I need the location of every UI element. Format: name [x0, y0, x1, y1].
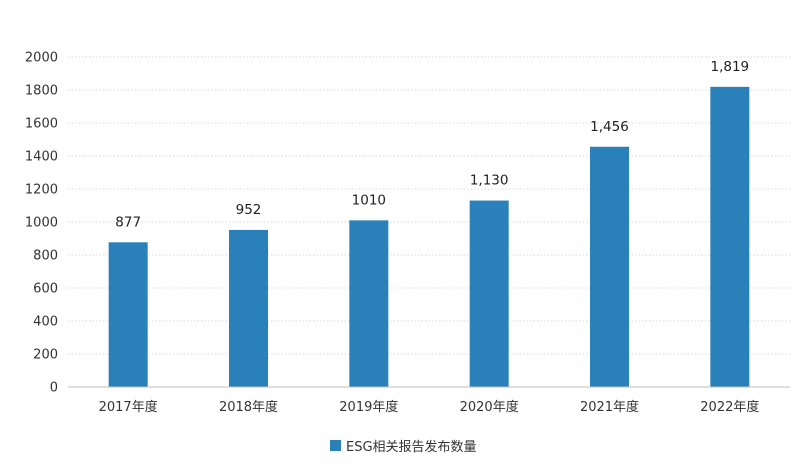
- data-label: 877: [115, 214, 141, 230]
- data-label: 1,819: [711, 59, 750, 75]
- x-tick-label: 2018年度: [219, 399, 278, 415]
- x-tick-label: 2017年度: [99, 399, 158, 415]
- bar: [710, 86, 750, 388]
- data-label: 1010: [352, 192, 386, 208]
- y-axis-ticks: 0 200 400 600 800 1000 1200 1400 1600 1800 2000: [25, 51, 58, 396]
- y-tick-label: 1200: [25, 183, 58, 198]
- data-label: 1,456: [590, 119, 629, 135]
- data-label: 1,130: [470, 173, 509, 189]
- x-tick-label: 2022年度: [700, 399, 759, 415]
- x-tick-label: 2021年度: [580, 399, 639, 415]
- x-tick-label: 2020年度: [460, 399, 519, 415]
- y-tick-label: 1600: [25, 117, 58, 132]
- y-tick-label: 600: [33, 282, 58, 297]
- x-axis-ticks: 2017年度 2018年度 2019年度 2020年度 2021年度 2022年度: [99, 399, 760, 415]
- legend-swatch: [330, 440, 341, 451]
- y-tick-label: 1800: [25, 84, 58, 99]
- x-tick-label: 2019年度: [339, 399, 398, 415]
- y-tick-label: 2000: [25, 51, 58, 66]
- bar: [590, 146, 629, 387]
- y-tick-label: 0: [50, 381, 58, 396]
- y-tick-label: 200: [33, 348, 58, 363]
- y-tick-label: 800: [33, 249, 58, 264]
- legend-label: ESG相关报告发布数量: [346, 440, 477, 455]
- y-tick-label: 1000: [25, 216, 58, 231]
- data-labels: 877 952 1010 1,130 1,456 1,819: [115, 59, 749, 230]
- bar: [469, 200, 509, 387]
- bar: [229, 229, 268, 387]
- data-label: 952: [236, 202, 262, 218]
- bar: [108, 242, 148, 387]
- legend: ESG相关报告发布数量: [330, 436, 477, 455]
- gridlines: [68, 56, 790, 355]
- bars: [108, 86, 750, 388]
- y-tick-label: 400: [33, 315, 58, 330]
- y-tick-label: 1400: [25, 150, 58, 165]
- bar: [349, 220, 389, 387]
